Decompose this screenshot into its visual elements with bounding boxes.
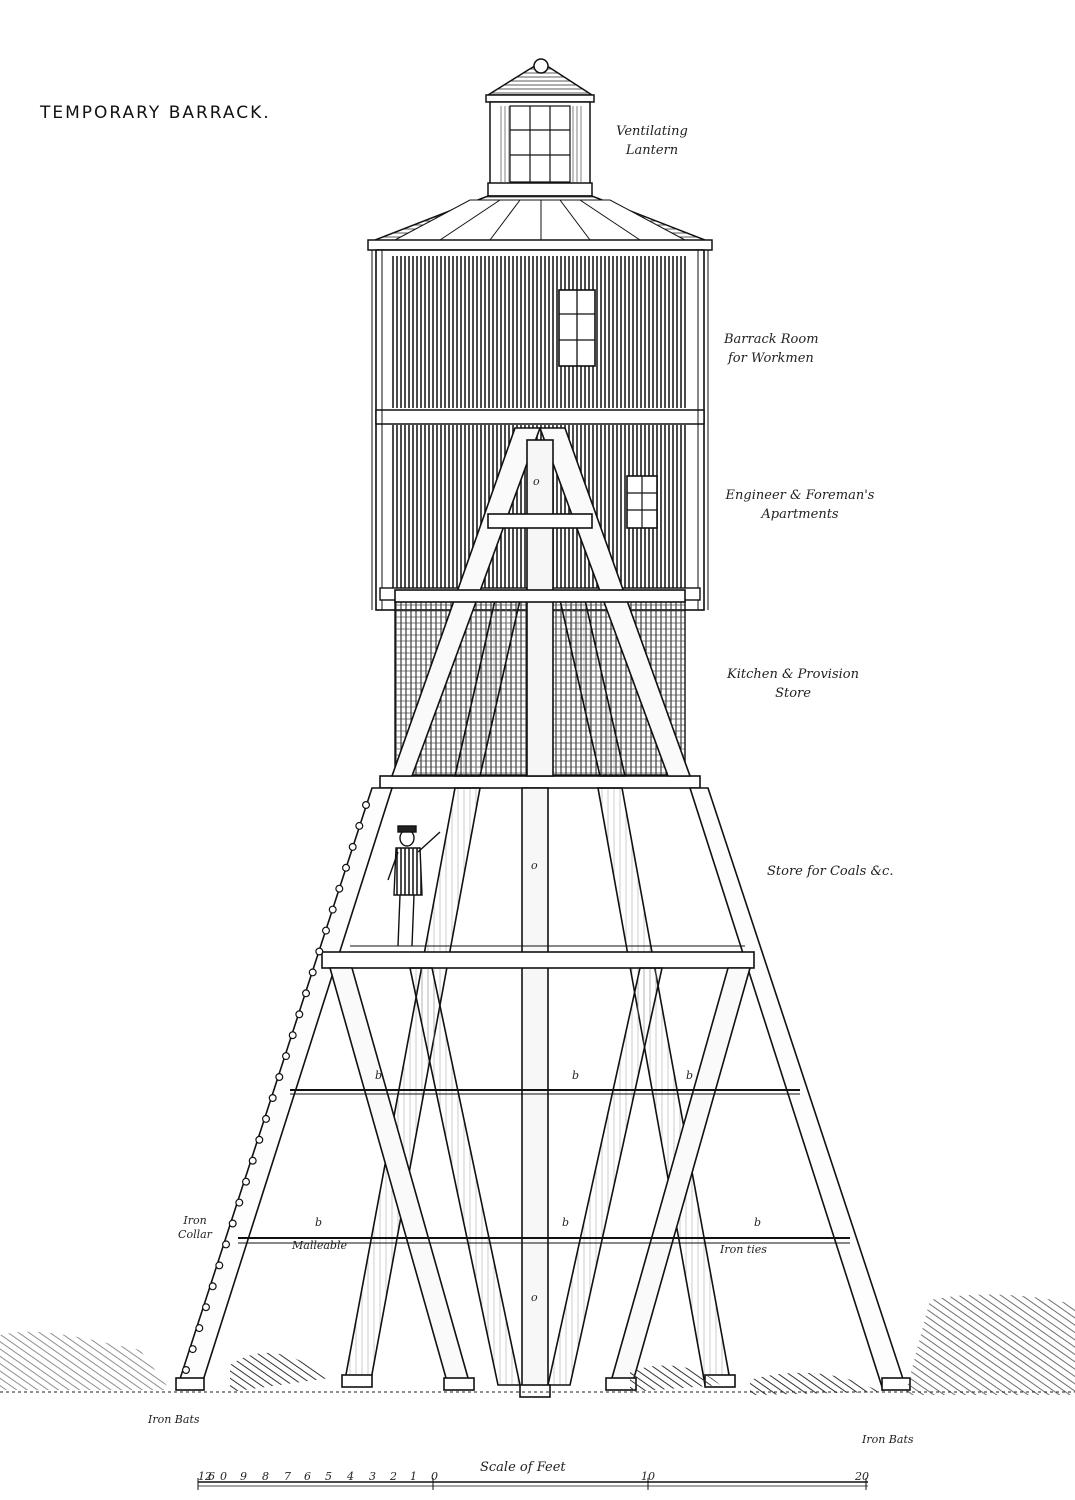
label-iron-collar-line1: Iron	[183, 1214, 207, 1227]
ladder-rung	[282, 1052, 291, 1061]
marker-o-lower: o	[531, 1291, 538, 1304]
ladder-rung	[182, 1365, 191, 1374]
scale-tick-label: 2	[390, 1470, 397, 1483]
marker-o-middle: o	[531, 859, 538, 872]
label-kitchen: Kitchen & Provision	[727, 667, 859, 682]
ladder-rung	[342, 863, 351, 872]
label-iron-ties: Iron ties	[720, 1243, 767, 1256]
roof	[367, 195, 713, 251]
marker-o-upper: o	[533, 475, 540, 488]
label-store-for-coals: Store for Coals &c.	[767, 864, 894, 879]
ladder-rung	[195, 1324, 204, 1333]
label-iron-collar-line2: Collar	[178, 1228, 212, 1241]
ladder-rung	[328, 905, 337, 914]
label-malleable: Malleable	[292, 1239, 347, 1252]
ladder-rung	[248, 1156, 257, 1165]
scale-tick-label: 6	[208, 1470, 215, 1483]
ladder-rung	[295, 1010, 304, 1019]
scale-tick-label: 3	[369, 1470, 376, 1483]
ladder-rung	[348, 842, 357, 851]
drawing-title: TEMPORARY BARRACK.	[40, 103, 271, 123]
scale-end-label: 20	[855, 1470, 869, 1483]
scale-tick-label: 5	[325, 1470, 332, 1483]
marker-b-3: b	[686, 1069, 694, 1082]
ladder-rung	[222, 1240, 231, 1249]
lower-framework	[175, 787, 911, 1398]
ladder	[182, 800, 371, 1374]
upper-a-frame	[390, 427, 692, 777]
label-kitchen-store: Kitchen & Provision Store	[720, 665, 866, 703]
marker-b-2: b	[572, 1069, 580, 1082]
scale-mid-label: 10	[641, 1470, 655, 1483]
label-ventilating: Ventilating	[616, 124, 688, 139]
ladder-rung	[215, 1261, 224, 1270]
scale-tick-label: 0	[431, 1470, 438, 1483]
marker-b-4: b	[315, 1216, 323, 1229]
ladder-rung	[355, 821, 364, 830]
ladder-rung	[322, 926, 331, 935]
ladder-rung	[315, 947, 324, 956]
label-barrack-room: Barrack Room for Workmen	[724, 330, 819, 368]
label-engineer-apartments: Engineer & Foreman's Apartments	[720, 486, 880, 524]
label-iron-bats-left: Iron Bats	[148, 1413, 200, 1426]
ladder-rung	[228, 1219, 237, 1228]
label-engineer: Engineer & Foreman's	[725, 488, 875, 503]
ladder-rung	[242, 1177, 251, 1186]
ladder-rung	[268, 1093, 277, 1102]
scale-tick-label: 7	[284, 1470, 291, 1483]
marker-b-6: b	[754, 1216, 762, 1229]
workman-figure	[387, 825, 441, 947]
label-ventilating-lantern: Ventilating Lantern	[612, 122, 692, 160]
label-iron-collar: Iron Collar	[170, 1214, 220, 1242]
label-apartments: Apartments	[761, 507, 839, 522]
scale-tick-label: 4	[347, 1470, 354, 1483]
scale-tick-label: 8	[262, 1470, 269, 1483]
ventilating-lantern	[485, 58, 595, 197]
rock-ground	[0, 1294, 1075, 1395]
label-store: Store	[775, 686, 811, 701]
scale-bar	[197, 1478, 868, 1490]
ladder-rung	[275, 1072, 284, 1081]
scale-tick-label: 6	[304, 1470, 311, 1483]
ladder-rung	[188, 1345, 197, 1354]
ladder-rung	[288, 1031, 297, 1040]
ladder-rung	[208, 1282, 217, 1291]
scale-tick-label: 1	[410, 1470, 417, 1483]
marker-b-5: b	[562, 1216, 570, 1229]
marker-b-1: b	[375, 1069, 383, 1082]
label-scale-of-feet: Scale of Feet	[480, 1460, 566, 1475]
ladder-rung	[202, 1303, 211, 1312]
scale-tick-label: 0	[220, 1470, 227, 1483]
ladder-rung	[255, 1135, 264, 1144]
label-lantern: Lantern	[625, 143, 679, 158]
ladder-rung	[362, 800, 371, 809]
ladder-rung	[335, 884, 344, 893]
label-iron-bats-right: Iron Bats	[862, 1433, 914, 1446]
scale-tick-label: 9	[240, 1470, 247, 1483]
ladder-rung	[302, 989, 311, 998]
ladder-rung	[308, 968, 317, 977]
label-for-workmen: for Workmen	[728, 351, 814, 366]
label-barrack-room-line1: Barrack Room	[724, 332, 819, 347]
scale-tick-label: 12	[198, 1470, 212, 1483]
ladder-rung	[262, 1114, 271, 1123]
ladder-rung	[235, 1198, 244, 1207]
